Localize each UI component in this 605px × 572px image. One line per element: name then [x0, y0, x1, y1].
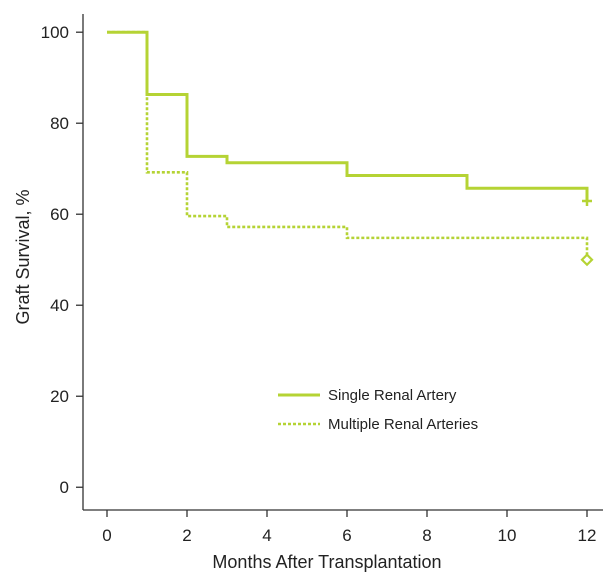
- multiple-renal-arteries-line: [107, 30, 589, 260]
- censor-diamond-marker: [580, 253, 594, 267]
- x-tick-label: 0: [102, 526, 111, 545]
- y-tick-label: 0: [60, 478, 69, 497]
- x-axis-title: Months After Transplantation: [212, 552, 441, 572]
- y-tick-label: 80: [50, 114, 69, 133]
- y-tick-label: 40: [50, 296, 69, 315]
- legend-label: Single Renal Artery: [328, 387, 457, 404]
- y-tick-label: 20: [50, 387, 69, 406]
- y-tick-label: 60: [50, 205, 69, 224]
- y-tick-label: 100: [41, 23, 69, 42]
- censor-plus-marker: [582, 196, 592, 207]
- legend-label: Multiple Renal Arteries: [328, 416, 478, 433]
- legend: Single Renal Artery Multiple Renal Arteri…: [278, 387, 478, 433]
- x-ticks: 0 2 4 6 8 10 12: [102, 510, 596, 545]
- x-tick-label: 2: [182, 526, 191, 545]
- y-axis-title: Graft Survival, %: [13, 189, 33, 324]
- x-tick-label: 4: [262, 526, 271, 545]
- x-tick-label: 6: [342, 526, 351, 545]
- single-renal-artery-line: [107, 30, 589, 202]
- x-tick-label: 12: [578, 526, 597, 545]
- axes: 0 2 4 6 8 10 12 0 20 40 60 80 100: [41, 14, 603, 545]
- series-layer: [107, 30, 594, 267]
- x-tick-label: 10: [498, 526, 517, 545]
- x-tick-label: 8: [422, 526, 431, 545]
- y-ticks: 0 20 40 60 80 100: [41, 23, 83, 497]
